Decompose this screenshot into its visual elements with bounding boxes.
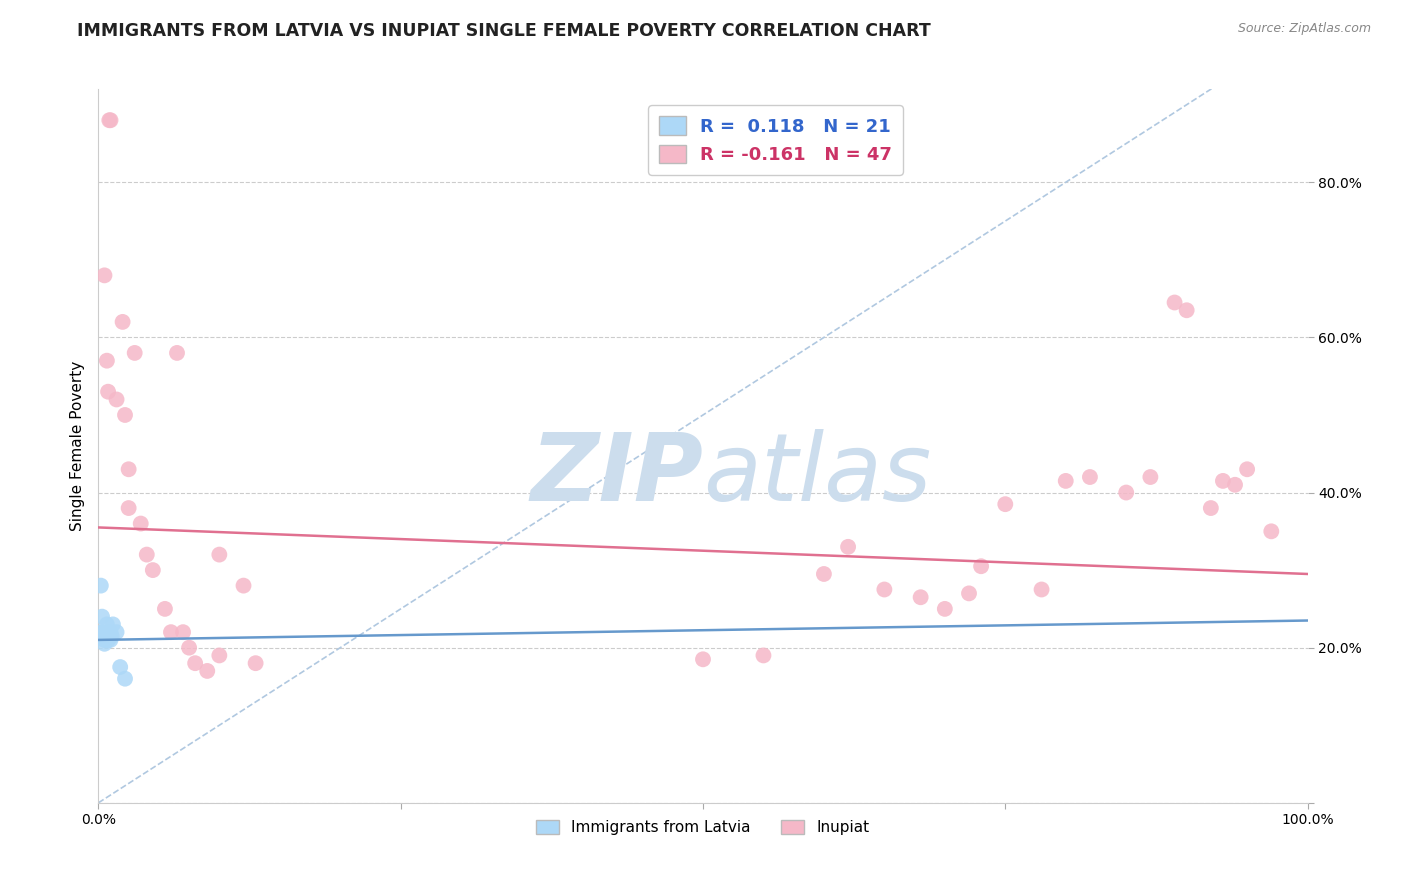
Point xyxy=(837,540,859,554)
Point xyxy=(124,346,146,360)
Point xyxy=(94,632,117,647)
Point xyxy=(1054,474,1077,488)
Point xyxy=(970,559,993,574)
Point xyxy=(91,625,114,640)
Point xyxy=(813,566,835,581)
Point xyxy=(179,640,201,655)
Point xyxy=(97,625,120,640)
Point xyxy=(91,609,114,624)
Point xyxy=(97,384,120,399)
Point xyxy=(100,113,122,128)
Point xyxy=(142,563,165,577)
Point xyxy=(90,579,112,593)
Point xyxy=(111,315,134,329)
Point xyxy=(1175,303,1198,318)
Point xyxy=(184,656,207,670)
Point xyxy=(208,548,231,562)
Point xyxy=(232,579,254,593)
Point xyxy=(1115,485,1137,500)
Point xyxy=(118,501,141,516)
Point xyxy=(692,652,714,666)
Point xyxy=(1163,295,1185,310)
Point xyxy=(934,602,956,616)
Point xyxy=(93,268,115,283)
Point xyxy=(195,664,218,678)
Point xyxy=(910,591,932,605)
Point xyxy=(1236,462,1258,476)
Point xyxy=(172,625,194,640)
Legend: Immigrants from Latvia, Inupiat: Immigrants from Latvia, Inupiat xyxy=(530,814,876,841)
Point xyxy=(1031,582,1053,597)
Point xyxy=(114,672,136,686)
Point xyxy=(98,113,121,128)
Point xyxy=(166,346,188,360)
Text: Source: ZipAtlas.com: Source: ZipAtlas.com xyxy=(1237,22,1371,36)
Point xyxy=(957,586,980,600)
Point xyxy=(100,625,122,640)
Text: IMMIGRANTS FROM LATVIA VS INUPIAT SINGLE FEMALE POVERTY CORRELATION CHART: IMMIGRANTS FROM LATVIA VS INUPIAT SINGLE… xyxy=(77,22,931,40)
Point xyxy=(97,632,120,647)
Point xyxy=(105,392,128,407)
Point xyxy=(101,617,124,632)
Point xyxy=(96,617,118,632)
Point xyxy=(129,516,152,531)
Text: atlas: atlas xyxy=(703,429,931,520)
Point xyxy=(98,629,121,643)
Point xyxy=(114,408,136,422)
Text: ZIP: ZIP xyxy=(530,428,703,521)
Point xyxy=(94,629,117,643)
Point xyxy=(994,497,1017,511)
Point xyxy=(100,632,122,647)
Point xyxy=(108,660,131,674)
Point xyxy=(1223,477,1246,491)
Point xyxy=(208,648,231,663)
Point xyxy=(93,629,115,643)
Point xyxy=(873,582,896,597)
Point xyxy=(153,602,176,616)
Point xyxy=(93,632,115,647)
Point xyxy=(1260,524,1282,539)
Point xyxy=(100,629,122,643)
Point xyxy=(135,548,157,562)
Point xyxy=(96,353,118,368)
Point xyxy=(118,462,141,476)
Point xyxy=(91,629,114,643)
Point xyxy=(1139,470,1161,484)
Point xyxy=(752,648,775,663)
Y-axis label: Single Female Poverty: Single Female Poverty xyxy=(69,361,84,531)
Point xyxy=(93,637,115,651)
Point xyxy=(1199,501,1222,516)
Point xyxy=(105,625,128,640)
Point xyxy=(160,625,183,640)
Point xyxy=(1078,470,1101,484)
Point xyxy=(91,625,114,640)
Point xyxy=(1212,474,1234,488)
Point xyxy=(245,656,267,670)
